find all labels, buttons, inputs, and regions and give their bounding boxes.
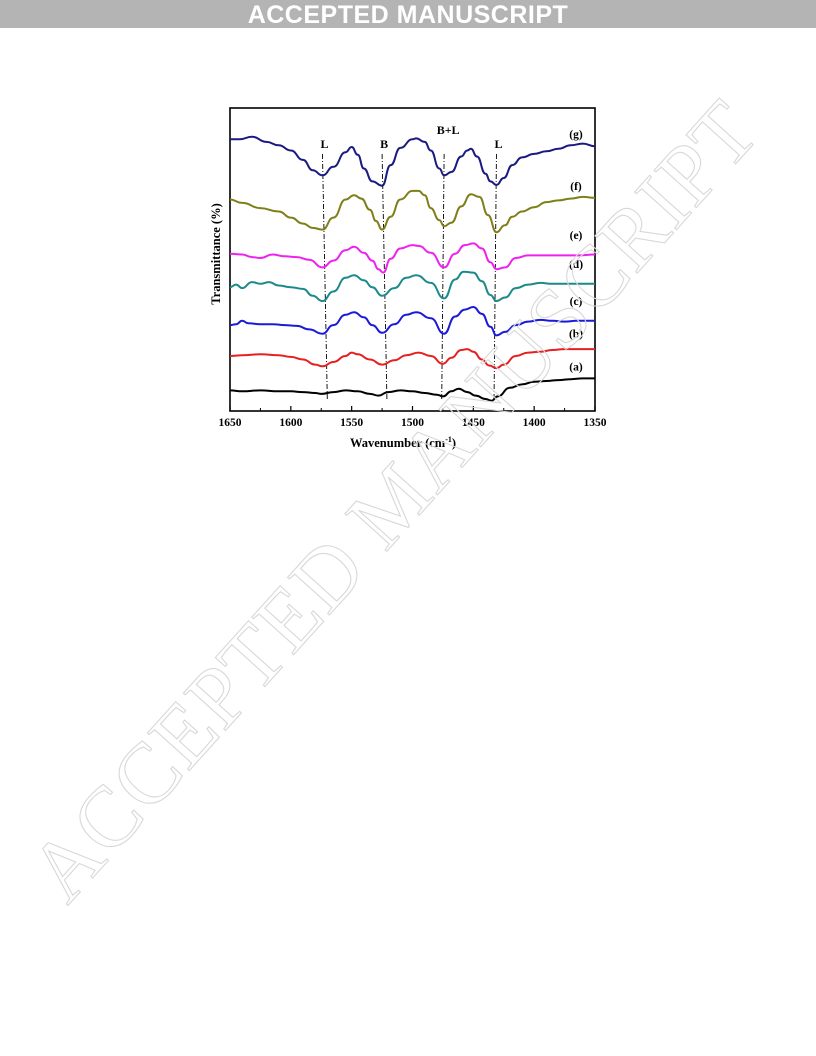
series-line-c [229,306,595,337]
band-marker-label: B [380,137,388,151]
x-axis-label-sup: -1 [445,435,452,444]
ftir-chart: L B B+L L (a) (b) (c) (d) (e) (f) (g) 1650 1600 155… [209,107,607,450]
x-tick-label: 1600 [279,417,302,429]
accepted-manuscript-banner [0,0,816,28]
x-axis-label-close: ) [452,436,456,450]
series-label: (c) [570,296,583,308]
band-marker-label: L [320,137,328,151]
x-tick-label: 1550 [340,417,363,429]
x-axis: 1650 1600 1550 1500 1450 1400 1350 [219,406,607,429]
series-label: (a) [569,361,583,373]
series-line-g [230,135,596,187]
band-marker-label: B+L [437,123,460,137]
ftir-figure: L B B+L L (a) (b) (c) (d) (e) (f) (g) 1650 1600 155… [204,96,610,456]
band-marker-line [441,153,445,402]
series-label: (e) [570,230,583,242]
series-line-a [229,377,595,402]
x-tick-label: 1400 [523,417,546,429]
series-label: (g) [569,129,583,141]
band-marker-label: L [494,137,502,151]
y-axis-label: Transmittance (%) [209,203,223,304]
series-label: (d) [569,259,583,271]
x-axis-label-main: Wavenumber (cm [350,436,446,450]
x-tick-label: 1500 [401,417,424,429]
x-axis-label: Wavenumber (cm-1) [350,435,456,450]
band-marker-line [381,153,388,402]
x-tick-label: 1450 [462,417,485,429]
series-line-d [229,270,595,302]
series-label: (f) [570,181,582,193]
banner-text: ACCEPTED MANUSCRIPT [247,1,569,29]
series-line-f [229,189,596,234]
x-tick-label: 1650 [219,417,242,429]
x-tick-label: 1350 [584,417,607,429]
series-line-b [229,348,595,370]
band-marker-group: L B B+L L [320,123,502,402]
series-label: (b) [569,329,583,341]
series-line-e [229,242,596,274]
band-marker-line [493,153,497,402]
series-group: (a) (b) (c) (d) (e) (f) (g) [229,129,596,402]
band-marker-line [322,153,328,402]
